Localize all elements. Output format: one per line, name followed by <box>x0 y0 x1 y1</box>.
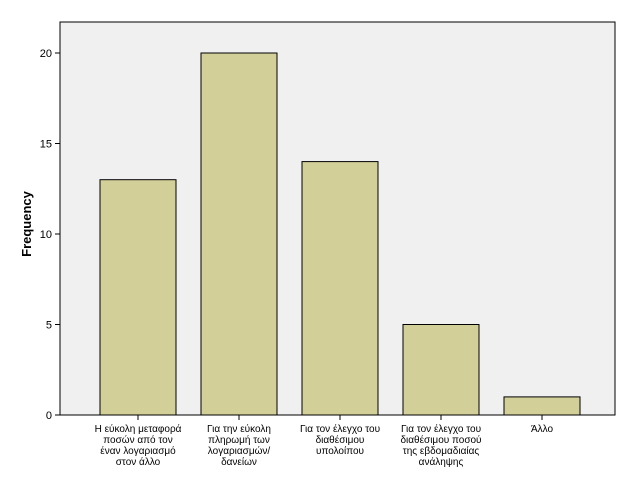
x-tick-label: Άλλο <box>531 424 554 435</box>
x-tick-label: Για τον έλεγχο του διαθέσιμου υπολοίπου <box>300 423 380 457</box>
y-tick-label: 15 <box>40 139 52 151</box>
y-axis-title: Frequency <box>19 190 34 257</box>
x-tick-label: Η εύκολη μεταφορά ποσών από τον έναν λογαρ… <box>95 423 182 468</box>
bar <box>402 324 480 416</box>
x-tick-label: Για τον έλεγχο του διαθέσιμου ποσού της εβ… <box>400 423 481 468</box>
bar <box>200 52 278 416</box>
y-axis: 0 5 10 15 20 <box>40 48 60 422</box>
bar-group <box>99 52 581 416</box>
y-tick-label: 10 <box>40 229 52 241</box>
y-tick-label: 20 <box>40 48 52 60</box>
x-tick-label: Για την εύκολη πληρωμή των λογαριασμών/δαν… <box>207 423 271 468</box>
bar <box>99 179 177 416</box>
y-tick-label: 0 <box>46 410 52 422</box>
y-tick-label: 5 <box>46 320 52 332</box>
bar <box>301 161 379 416</box>
x-axis: Η εύκολη μεταφορά ποσών από τον έναν λογαρ… <box>95 415 554 468</box>
bar <box>503 396 581 416</box>
